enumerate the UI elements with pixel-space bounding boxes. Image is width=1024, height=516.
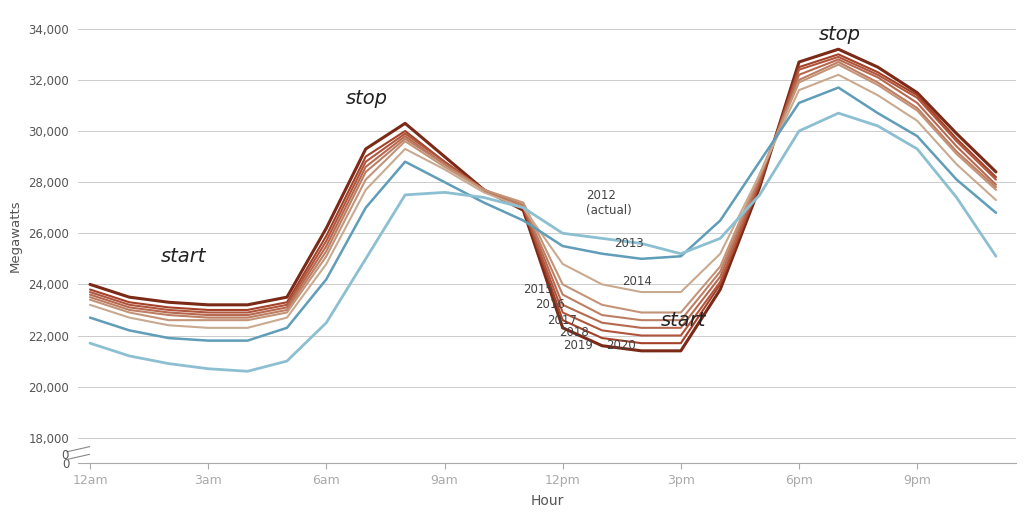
Text: 2019: 2019 [562, 339, 593, 352]
Text: 2016: 2016 [536, 298, 565, 311]
Text: 0: 0 [61, 449, 69, 462]
Text: 2017: 2017 [547, 314, 577, 327]
Text: 2018: 2018 [559, 327, 589, 340]
Text: 2020: 2020 [606, 339, 636, 352]
X-axis label: Hour: Hour [530, 494, 563, 508]
Text: stop: stop [346, 89, 388, 108]
Text: 2012
(actual): 2012 (actual) [587, 188, 632, 217]
Text: 2014: 2014 [622, 276, 651, 288]
Text: 2013: 2013 [613, 237, 644, 250]
Text: 2015: 2015 [523, 283, 553, 296]
Y-axis label: Megawatts: Megawatts [8, 200, 22, 272]
Text: start: start [662, 311, 707, 330]
Text: start: start [161, 248, 206, 266]
Text: stop: stop [819, 25, 861, 44]
